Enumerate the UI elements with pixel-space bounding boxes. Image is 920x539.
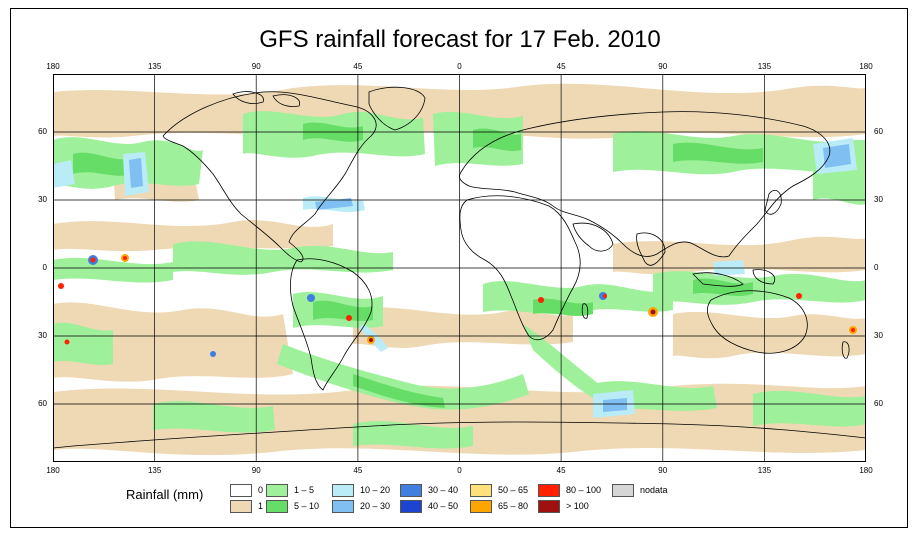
bottom-longitude-tick: 180	[859, 466, 873, 475]
legend-swatch	[470, 484, 492, 497]
legend-swatch	[332, 500, 354, 513]
left-latitude-tick: 60	[38, 127, 47, 136]
right-latitude-tick: 60	[874, 399, 883, 408]
top-longitude-tick: 45	[556, 62, 566, 71]
legend-label: 40 – 50	[428, 501, 459, 511]
bottom-longitude-tick: 180	[46, 466, 60, 475]
figure-frame	[10, 8, 908, 528]
legend-swatch	[230, 484, 252, 497]
bottom-longitude-tick: 135	[147, 466, 162, 475]
legend-swatch	[538, 484, 560, 497]
legend-label: 10 – 20	[360, 485, 391, 495]
top-longitude-tick: 90	[658, 62, 668, 71]
left-latitude-tick: 30	[38, 331, 47, 340]
legend-swatch	[470, 500, 492, 513]
legend-label: 50 – 65	[498, 485, 529, 495]
legend-title: Rainfall (mm)	[126, 487, 204, 502]
legend-swatch	[612, 484, 634, 497]
left-latitude-tick: 0	[42, 263, 47, 272]
top-longitude-tick: 0	[457, 62, 462, 71]
legend-label: 1 – 5	[294, 485, 315, 495]
bottom-longitude-tick: 135	[757, 466, 772, 475]
right-latitude-tick: 30	[874, 331, 883, 340]
right-latitude-tick: 30	[874, 195, 883, 204]
right-latitude-tick: 0	[874, 263, 879, 272]
bottom-longitude-tick: 90	[658, 466, 668, 475]
legend-swatch	[538, 500, 560, 513]
legend-swatch	[332, 484, 354, 497]
right-latitude-tick: 60	[874, 127, 883, 136]
top-longitude-tick: 135	[147, 62, 162, 71]
coastlines	[53, 86, 866, 462]
left-latitude-tick: 60	[38, 399, 47, 408]
legend-label: 20 – 30	[360, 501, 391, 511]
legend-swatch	[230, 500, 252, 513]
legend-label: 1	[258, 501, 264, 511]
legend-swatch	[400, 484, 422, 497]
rain-intense-cells	[58, 254, 857, 357]
top-longitude-tick: 45	[353, 62, 363, 71]
top-longitude-tick: 180	[859, 62, 873, 71]
legend-label: 5 – 10	[294, 501, 320, 511]
bottom-longitude-tick: 45	[556, 466, 566, 475]
bottom-longitude-tick: 90	[251, 466, 261, 475]
top-longitude-tick: 90	[251, 62, 261, 71]
legend-swatch	[400, 500, 422, 513]
rainfall-map	[53, 74, 866, 462]
map-title: GFS rainfall forecast for 17 Feb. 2010	[259, 26, 661, 53]
top-longitude-tick: 180	[46, 62, 60, 71]
legend-label: 30 – 40	[428, 485, 459, 495]
legend-swatch	[266, 484, 288, 497]
graticule	[53, 74, 866, 462]
legend-swatch	[266, 500, 288, 513]
top-longitude-tick: 135	[757, 62, 772, 71]
legend-label: > 100	[566, 501, 589, 511]
legend-label: 80 – 100	[566, 485, 602, 495]
legend-label: 65 – 80	[498, 501, 529, 511]
bottom-longitude-tick: 45	[353, 466, 363, 475]
bottom-longitude-tick: 0	[457, 466, 462, 475]
map-border	[53, 74, 866, 462]
legend-label: 0	[258, 485, 264, 495]
left-latitude-tick: 30	[38, 195, 47, 204]
legend-label: nodata	[640, 485, 668, 495]
